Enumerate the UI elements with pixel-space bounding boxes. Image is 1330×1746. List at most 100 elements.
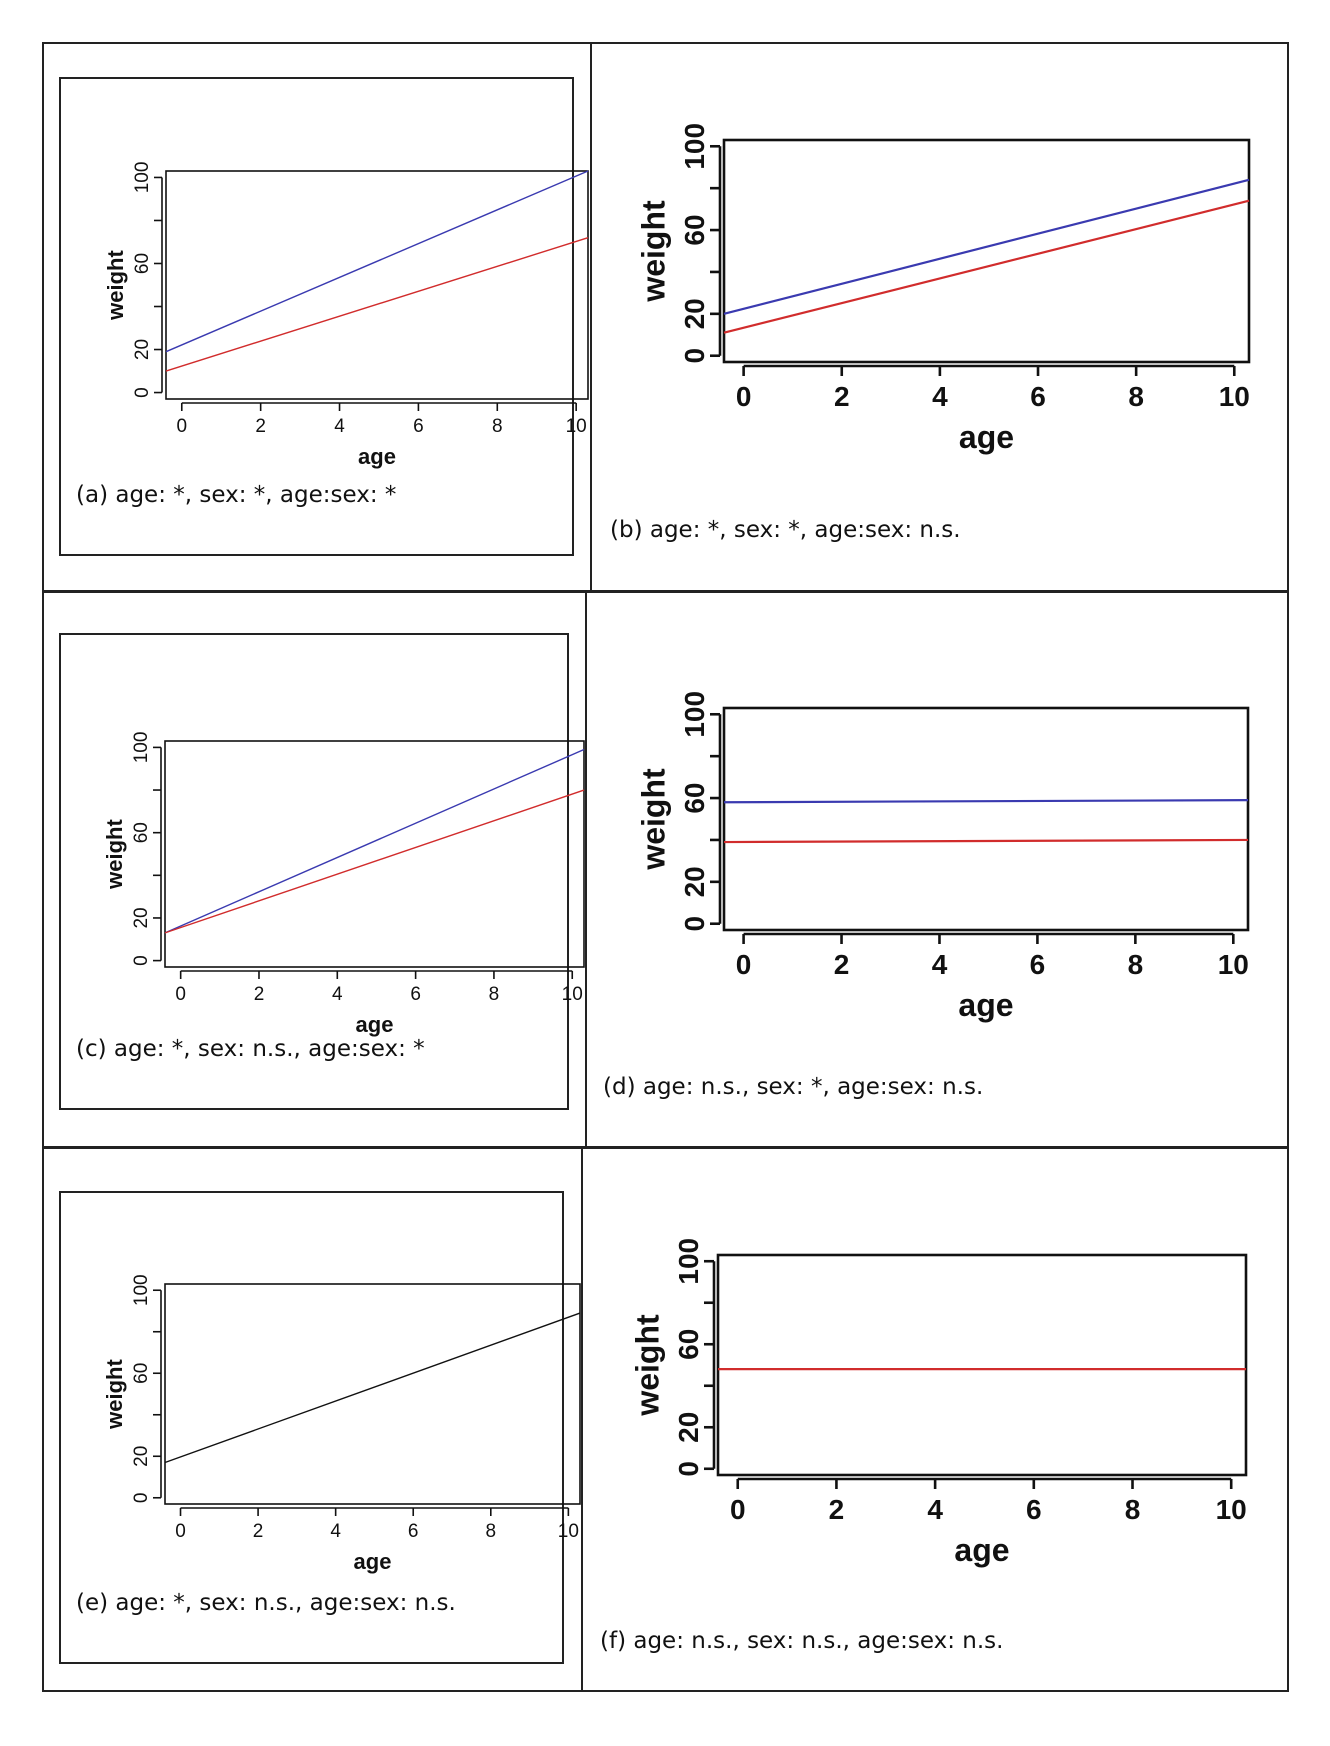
x-tick-label: 4 [932, 381, 948, 412]
x-tick-label: 6 [1030, 381, 1046, 412]
plot-frame [164, 740, 585, 968]
y-tick-label: 60 [131, 1363, 152, 1384]
x-tick-label: 10 [558, 1521, 579, 1542]
y-tick-label: 20 [679, 298, 710, 329]
x-tick-label: 10 [1218, 949, 1249, 980]
x-tick-label: 8 [1128, 949, 1144, 980]
y-tick-label: 60 [679, 214, 710, 245]
x-tick-label: 0 [736, 949, 752, 980]
x-axis-label: age [354, 1549, 392, 1574]
y-tick-label: 20 [132, 339, 153, 360]
x-tick-label: 0 [175, 1521, 186, 1542]
y-tick-label: 100 [132, 162, 153, 194]
series-line-black [164, 1312, 581, 1464]
x-axis-label: age [958, 987, 1013, 1023]
plot-frame [722, 138, 1251, 364]
x-tick-label: 2 [255, 416, 266, 437]
series-line-blue [723, 178, 1250, 315]
x-tick-label: 6 [408, 1521, 419, 1542]
series-line-red [723, 838, 1249, 844]
series-line-red [165, 237, 589, 372]
col-divider-row3 [581, 1148, 583, 1692]
y-axis-label: weight [629, 1314, 665, 1417]
caption-b: (b) age: *, sex: *, age:sex: n.s. [610, 517, 961, 543]
y-tick-label: 0 [679, 348, 710, 364]
x-tick-label: 4 [330, 1521, 341, 1542]
series-line-blue [164, 748, 585, 934]
x-tick-label: 6 [410, 984, 421, 1005]
y-tick-label: 60 [673, 1329, 704, 1360]
x-tick-label: 0 [736, 381, 752, 412]
x-tick-label: 0 [175, 984, 186, 1005]
x-tick-label: 4 [927, 1494, 943, 1525]
x-axis-label: age [356, 1012, 394, 1037]
y-tick-label: 100 [679, 691, 710, 738]
x-tick-label: 6 [1026, 1494, 1042, 1525]
y-tick-label: 20 [131, 1446, 152, 1467]
y-tick-label: 100 [679, 123, 710, 170]
y-axis-label: weight [102, 1358, 127, 1429]
plot-frame [722, 706, 1250, 932]
y-tick-label: 20 [673, 1412, 704, 1443]
x-tick-label: 10 [562, 984, 583, 1005]
caption-a: (a) age: *, sex: *, age:sex: * [76, 482, 397, 508]
y-tick-label: 0 [131, 955, 152, 966]
caption-c: (c) age: *, sex: n.s., age:sex: * [76, 1036, 425, 1062]
col-divider-row2 [585, 592, 587, 1147]
y-tick-label: 60 [132, 253, 153, 274]
panel-c-box [59, 633, 569, 1110]
series-line-red [723, 199, 1250, 334]
y-axis-label: weight [635, 768, 671, 871]
x-tick-label: 6 [1030, 949, 1046, 980]
y-tick-label: 0 [131, 1492, 152, 1503]
y-tick-label: 60 [679, 782, 710, 813]
x-tick-label: 8 [1125, 1494, 1141, 1525]
x-tick-label: 4 [332, 984, 343, 1005]
y-tick-label: 100 [131, 732, 152, 764]
y-tick-label: 20 [131, 907, 152, 928]
plot-frame [164, 1283, 581, 1505]
col-divider-row1 [590, 42, 592, 592]
series-line-red [164, 789, 585, 934]
y-axis-label: weight [103, 249, 128, 320]
x-tick-label: 4 [932, 949, 948, 980]
x-tick-label: 2 [253, 1521, 264, 1542]
x-tick-label: 2 [834, 381, 850, 412]
x-axis-label: age [954, 1532, 1009, 1568]
caption-f: (f) age: n.s., sex: n.s., age:sex: n.s. [600, 1628, 1004, 1654]
y-tick-label: 20 [679, 866, 710, 897]
y-tick-label: 100 [673, 1238, 704, 1285]
row-divider-2 [42, 1146, 1289, 1149]
x-tick-label: 2 [254, 984, 265, 1005]
y-axis-label: weight [635, 200, 671, 303]
x-axis-label: age [358, 444, 396, 469]
y-tick-label: 0 [673, 1461, 704, 1477]
x-tick-label: 0 [730, 1494, 746, 1525]
y-tick-label: 60 [131, 822, 152, 843]
x-tick-label: 8 [489, 984, 500, 1005]
series-line-blue [723, 799, 1249, 804]
panel-a-box [59, 77, 574, 556]
x-tick-label: 8 [486, 1521, 497, 1542]
x-tick-label: 4 [334, 416, 345, 437]
x-tick-label: 2 [829, 1494, 845, 1525]
plot-frame [165, 170, 589, 400]
x-tick-label: 10 [566, 416, 587, 437]
x-tick-label: 6 [413, 416, 424, 437]
series-line-blue [165, 170, 589, 353]
x-tick-label: 10 [1216, 1494, 1247, 1525]
panel-e-box [59, 1191, 564, 1664]
caption-e: (e) age: *, sex: n.s., age:sex: n.s. [76, 1590, 456, 1616]
caption-d: (d) age: n.s., sex: *, age:sex: n.s. [603, 1074, 984, 1100]
y-tick-label: 100 [131, 1274, 152, 1306]
x-axis-label: age [959, 419, 1014, 455]
y-tick-label: 0 [679, 916, 710, 932]
x-tick-label: 8 [1128, 381, 1144, 412]
x-tick-label: 10 [1219, 381, 1250, 412]
